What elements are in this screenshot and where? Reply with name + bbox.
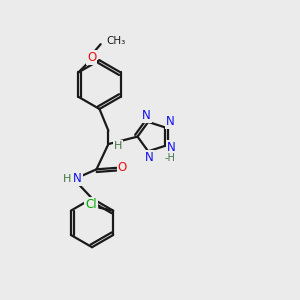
Text: N: N [73, 172, 82, 185]
Text: N: N [167, 141, 176, 154]
Text: O: O [118, 161, 127, 174]
Text: CH₃: CH₃ [106, 36, 126, 46]
Text: -H: -H [164, 153, 175, 163]
Text: H: H [63, 174, 71, 184]
Text: Cl: Cl [85, 198, 97, 211]
Text: O: O [87, 51, 96, 64]
Text: N: N [166, 115, 174, 128]
Text: H: H [114, 140, 122, 151]
Text: N: N [145, 152, 154, 164]
Text: N: N [142, 110, 151, 122]
